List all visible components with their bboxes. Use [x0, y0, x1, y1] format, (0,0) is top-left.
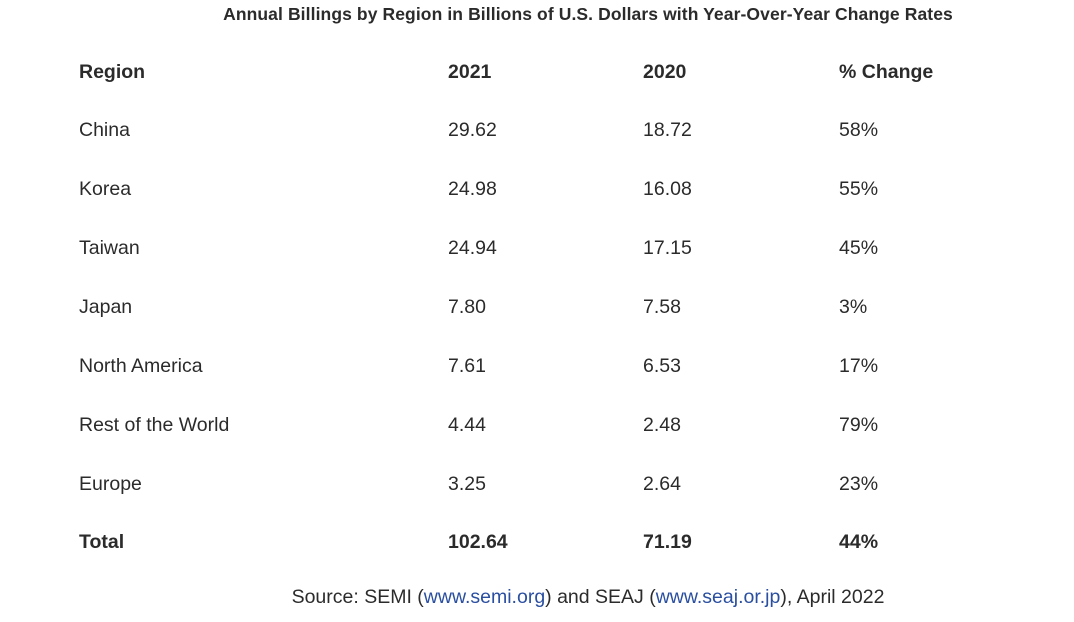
- table-row-cell: North America: [79, 355, 203, 377]
- header-row-cell: Region: [79, 61, 146, 83]
- header-row-cell: 2020: [643, 61, 687, 83]
- table-row: North America 7.61 6.53 17%: [0, 351, 1074, 381]
- table-row-cell: 7.80: [448, 296, 486, 318]
- table-row: Korea 24.98 16.08 55%: [0, 174, 1074, 204]
- table-row-cell: 6.53: [643, 355, 681, 377]
- table-row-cell: 2.64: [643, 473, 681, 495]
- source-prefix: Source: SEMI (: [291, 586, 424, 608]
- total-row-cell: Total: [79, 531, 125, 553]
- table-row-cell: 24.94: [448, 237, 497, 259]
- table-row-cell: 3.25: [448, 473, 486, 495]
- table-row-cell: 4.44: [448, 414, 486, 436]
- total-row: Total 102.64 71.19 44%: [0, 527, 1074, 557]
- table-row-cell: 2.48: [643, 414, 681, 436]
- table-row-cell: 7.58: [643, 296, 681, 318]
- table-row-cell: 17%: [839, 355, 879, 377]
- seaj-link[interactable]: www.seaj.or.jp: [655, 586, 781, 608]
- table-row-cell: 24.98: [448, 178, 497, 200]
- table-row-cell: 23%: [839, 473, 879, 495]
- table-row-cell: Rest of the World: [79, 414, 230, 436]
- table-row-cell: 17.15: [643, 237, 692, 259]
- table-row-cell: 7.61: [448, 355, 486, 377]
- header-row-cell: 2021: [448, 61, 492, 83]
- table-row: Europe 3.25 2.64 23%: [0, 469, 1074, 499]
- table-title: Annual Billings by Region in Billions of…: [223, 4, 953, 24]
- table-row-cell: Taiwan: [79, 237, 140, 259]
- source-middle: ) and SEAJ (: [545, 586, 656, 608]
- total-row-cell: 71.19: [643, 531, 692, 553]
- table-row-cell: Europe: [79, 473, 142, 495]
- source-note: Source: SEMI (www.semi.org) and SEAJ (ww…: [100, 586, 1074, 609]
- header-row-cell: % Change: [839, 61, 934, 83]
- semi-link[interactable]: www.semi.org: [423, 586, 546, 608]
- table-row-cell: 45%: [839, 237, 879, 259]
- table-row-cell: Korea: [79, 178, 132, 200]
- table-row: Japan 7.80 7.58 3%: [0, 292, 1074, 322]
- header-row: Region 2021 2020 % Change: [0, 57, 1074, 87]
- table-row-cell: 18.72: [643, 119, 692, 141]
- table-row-cell: 58%: [839, 119, 879, 141]
- table-row-cell: 3%: [839, 296, 868, 318]
- table-row-cell: 29.62: [448, 119, 497, 141]
- table-row: Rest of the World 4.44 2.48 79%: [0, 410, 1074, 440]
- table-row-cell: 79%: [839, 414, 879, 436]
- source-suffix: ), April 2022: [780, 586, 885, 608]
- total-row-cell: 102.64: [448, 531, 508, 553]
- table-row-cell: 16.08: [643, 178, 692, 200]
- table-row-cell: Japan: [79, 296, 133, 318]
- table-row: China 29.62 18.72 58%: [0, 115, 1074, 145]
- table-row: Taiwan 24.94 17.15 45%: [0, 233, 1074, 263]
- table-row-cell: 55%: [839, 178, 879, 200]
- total-row-cell: 44%: [839, 531, 879, 553]
- table-row-cell: China: [79, 119, 130, 141]
